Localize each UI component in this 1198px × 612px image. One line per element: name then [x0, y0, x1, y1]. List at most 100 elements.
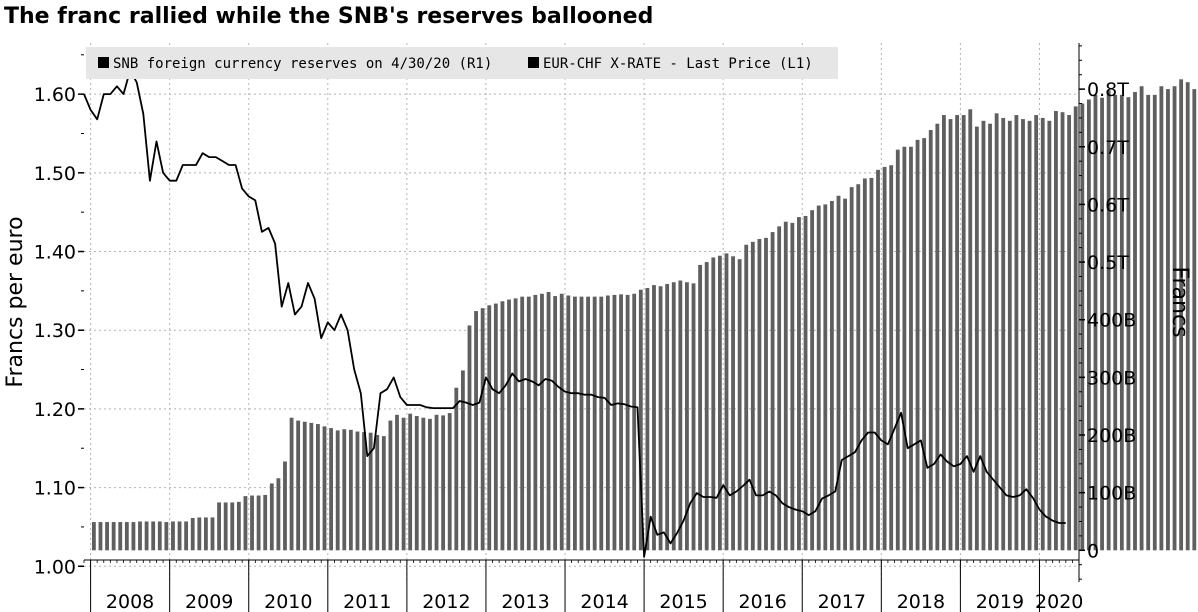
reserves-bars	[91, 79, 1197, 551]
x-tick-label: 2009	[185, 591, 233, 612]
reserves-bar	[546, 292, 551, 551]
reserves-bar	[1119, 94, 1124, 551]
x-tick-label: 2012	[422, 591, 470, 612]
reserves-bar	[454, 387, 459, 551]
x-tick-label: 2013	[501, 591, 549, 612]
reserves-bar	[533, 294, 538, 551]
reserves-bar	[1034, 115, 1039, 551]
reserves-bar	[698, 264, 703, 551]
reserves-bar	[131, 522, 136, 551]
reserves-bar	[138, 521, 142, 551]
reserves-bar	[559, 293, 564, 551]
reserves-bar	[1093, 94, 1098, 551]
legend: SNB foreign currency reserves on 4/30/20…	[86, 47, 838, 79]
reserves-bar	[210, 517, 215, 551]
reserves-bar	[592, 296, 597, 551]
reserves-bar	[797, 217, 801, 551]
reserves-bar	[1106, 90, 1111, 551]
reserves-bar	[434, 414, 439, 551]
y-left-tick-label: 1.50	[34, 163, 76, 185]
reserves-bar	[368, 432, 373, 551]
reserves-bar	[816, 205, 821, 551]
reserves-bar	[296, 420, 301, 551]
legend-label-eurchf: EUR-CHF X-RATE - Last Price (L1)	[543, 56, 813, 72]
reserves-bar	[704, 262, 709, 551]
reserves-bar	[948, 119, 953, 551]
reserves-bar	[764, 237, 768, 551]
reserves-bar	[1021, 119, 1025, 551]
reserves-bar	[91, 522, 96, 551]
x-tick-label: 2020	[1035, 591, 1083, 612]
reserves-bar	[823, 204, 828, 551]
reserves-bar	[895, 149, 900, 551]
x-tick-label: 2014	[580, 591, 628, 612]
reserves-bar	[1100, 97, 1104, 551]
reserves-bar	[678, 280, 683, 551]
reserves-bar	[652, 285, 656, 551]
reserves-bar	[500, 301, 505, 551]
reserves-bar	[981, 120, 986, 551]
reserves-bar	[467, 325, 472, 551]
legend-swatch-reserves	[98, 57, 109, 68]
reserves-bar	[790, 222, 795, 551]
reserves-bar	[421, 417, 426, 551]
y-right-tick-label: 0	[1087, 540, 1099, 562]
reserves-bar	[401, 417, 406, 551]
legend-label-reserves: SNB foreign currency reserves on 4/30/20…	[113, 56, 492, 72]
x-tick-label: 2019	[976, 591, 1024, 612]
reserves-bar	[526, 296, 531, 551]
y-axis-label-left: Francs per euro	[3, 216, 28, 387]
reserves-bar	[230, 502, 235, 551]
reserves-bar	[1047, 120, 1052, 551]
reserves-bar	[98, 522, 103, 551]
reserves-bar	[612, 294, 617, 551]
y-right-tick-label: 0.5T	[1087, 252, 1129, 274]
reserves-bar	[658, 286, 663, 551]
reserves-bar	[1192, 89, 1197, 551]
reserves-bar	[316, 424, 320, 551]
exchange-rate-layer	[83, 69, 1066, 558]
x-tick-label: 2016	[739, 591, 787, 612]
reserves-bar	[105, 522, 109, 551]
grid-layer	[84, 43, 1079, 582]
reserves-bar	[1179, 79, 1184, 551]
reserves-bar	[889, 165, 894, 551]
reserves-bar	[283, 461, 287, 551]
reserves-bar	[157, 521, 162, 551]
reserves-bar	[355, 431, 360, 551]
reserves-bar	[309, 422, 314, 551]
reserves-bar	[480, 308, 485, 551]
y-left-tick-label: 1.30	[34, 320, 76, 342]
reserves-bar	[460, 370, 465, 551]
reserves-bar	[810, 210, 815, 551]
y-left-tick-label: 1.00	[34, 556, 76, 578]
reserves-bar	[777, 226, 782, 551]
reserves-bar	[263, 494, 268, 551]
reserves-bar	[737, 259, 742, 551]
reserves-bar	[408, 413, 413, 551]
reserves-bar	[882, 166, 887, 551]
reserves-bar	[395, 414, 399, 551]
reserves-bar	[1152, 94, 1157, 551]
reserves-bar	[144, 521, 149, 551]
reserves-bar	[724, 253, 729, 551]
eurchf-line	[83, 69, 1066, 558]
reserves-bar	[223, 502, 228, 551]
y-left-tick-label: 1.60	[34, 84, 76, 106]
reserves-bar	[269, 483, 274, 551]
reserves-bar	[177, 521, 182, 551]
y-right-tick-label: 300B	[1087, 367, 1136, 389]
reserves-bar	[441, 415, 446, 551]
reserves-bar	[915, 139, 920, 551]
reserves-bar	[1060, 112, 1065, 551]
reserves-bar	[124, 522, 129, 551]
reserves-bar	[573, 296, 577, 551]
reserves-bar	[375, 435, 380, 551]
reserves-bar	[447, 413, 452, 551]
reserves-bar	[151, 521, 156, 551]
reserves-bar	[348, 429, 353, 551]
reserves-bar	[487, 305, 492, 551]
reserves-bar	[909, 146, 913, 551]
reserves-bar	[902, 146, 907, 551]
reserves-bar	[961, 115, 966, 551]
